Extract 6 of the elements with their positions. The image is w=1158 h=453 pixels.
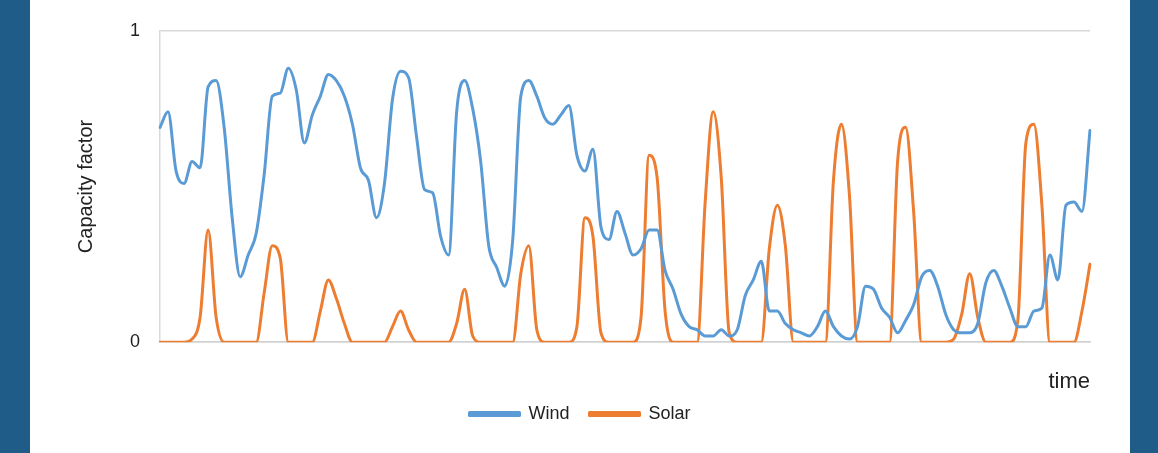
x-axis-title: time [1048, 367, 1090, 393]
y-tick-label: 0 [130, 331, 141, 352]
legend-label: Wind [528, 402, 570, 423]
legend-label: Solar [648, 402, 691, 423]
y-tick-label: 1 [130, 19, 141, 40]
y-axis-title: Capacity factor [73, 119, 96, 254]
